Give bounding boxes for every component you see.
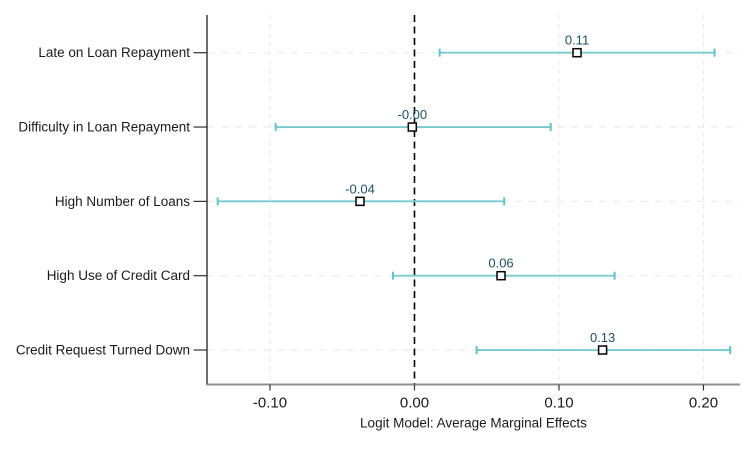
estimate-marker — [572, 47, 582, 58]
estimate-marker — [597, 345, 608, 355]
estimate-marker — [496, 270, 506, 281]
category-label: Late on Loan Repayment — [38, 45, 190, 60]
estimate-value-label: -0.04 — [345, 181, 375, 196]
category-label: Credit Request Turned Down — [16, 343, 190, 358]
estimate-value-label: 0.11 — [565, 33, 589, 48]
estimate-marker — [407, 122, 418, 132]
x-tick-label: 0.10 — [544, 395, 573, 412]
x-tick-label: 0.20 — [689, 395, 718, 412]
estimate-value-label: -0.00 — [397, 107, 427, 122]
x-tick-label: 0.00 — [400, 395, 429, 412]
category-label: Difficulty in Loan Repayment — [18, 120, 190, 135]
estimate-marker — [355, 196, 365, 207]
x-axis-title: Logit Model: Average Marginal Effects — [360, 416, 587, 431]
category-label: High Use of Credit Card — [47, 268, 190, 283]
category-label: High Number of Loans — [55, 194, 190, 209]
estimate-value-label: 0.06 — [488, 256, 513, 271]
x-tick-label: -0.10 — [253, 395, 287, 412]
estimate-value-label: 0.13 — [590, 330, 615, 345]
